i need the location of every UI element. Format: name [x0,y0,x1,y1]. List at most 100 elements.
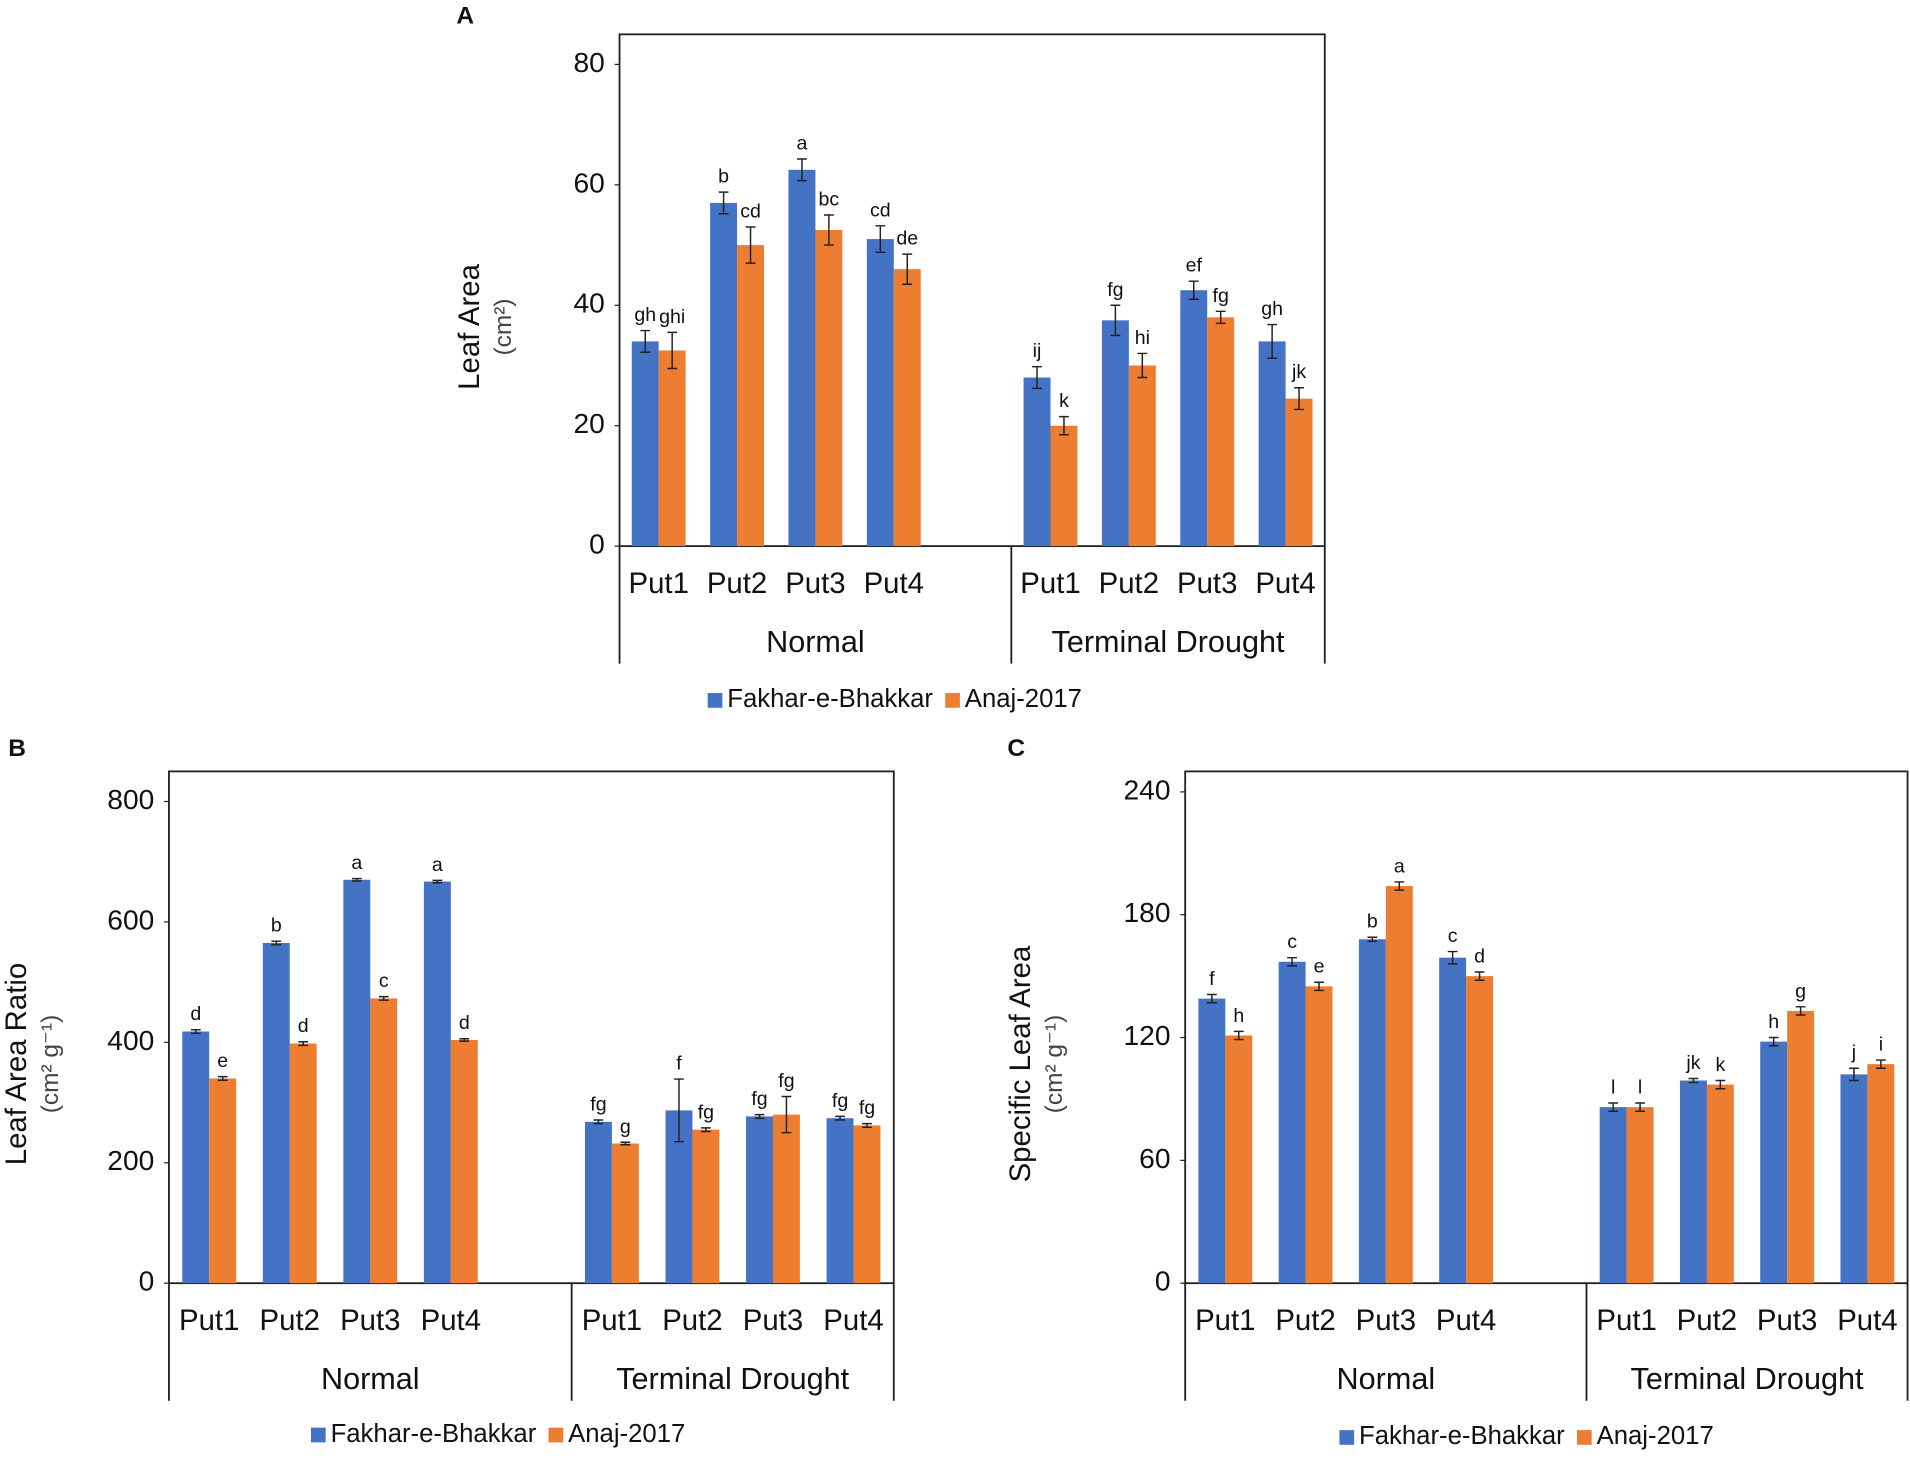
bar [658,350,686,547]
bar [1679,1080,1707,1284]
data-label: a [1394,855,1405,877]
data-label: e [217,1050,228,1072]
data-label: b [271,915,282,937]
data-label: fg [1107,279,1123,301]
x-tick-label: Put2 [1677,1304,1737,1337]
x-tick-label: Put1 [628,567,688,600]
error-bar [1795,1006,1806,1016]
data-label: cd [870,199,891,221]
error-bar [1215,310,1226,325]
group-label: Normal [766,625,865,659]
error-bar [1447,950,1458,965]
y-axis-label: Specific Leaf Area [1004,945,1037,1182]
error-bar [875,225,886,254]
legend-label: Anaj-2017 [568,1420,685,1448]
y-tick-label: 600 [107,904,154,935]
x-tick-label: Put3 [785,567,845,600]
y-tick-label: 180 [1124,897,1171,928]
error-bar [1635,1102,1645,1112]
data-label: h [1233,1005,1244,1027]
bar [1278,961,1306,1284]
data-label: g [1795,980,1806,1002]
legend-label: Fakhar-e-Bhakkar [1359,1422,1565,1450]
bar [1840,1074,1868,1284]
x-tick-label: Put1 [1020,567,1080,600]
plot-frame [1184,770,1909,1285]
data-label: gh [1261,298,1283,320]
y-tick-label: 0 [1155,1266,1171,1297]
bar [611,1143,639,1284]
data-label: fg [698,1101,714,1123]
error-bar [1314,981,1324,992]
group-label: Terminal Drought [1052,625,1285,659]
bar [772,1114,800,1284]
error-bar [1608,1102,1619,1112]
y-tick-label: 200 [107,1145,154,1176]
x-tick-label: Put3 [743,1304,803,1337]
error-bar [1032,365,1042,390]
error-bar [1137,352,1148,379]
bar [893,269,921,547]
data-label: d [298,1015,309,1037]
y-tick-label: 120 [1124,1020,1171,1051]
error-bar [1206,993,1217,1004]
bar [584,1121,612,1284]
x-tick-label: Put4 [1436,1304,1496,1337]
error-bar [1367,936,1378,943]
error-bar [1688,1077,1699,1084]
data-label: hi [1135,327,1150,349]
bar [866,239,894,547]
bar [423,881,451,1284]
y-tick-label: 40 [574,288,605,319]
data-label: h [1768,1011,1779,1033]
data-label: f [676,1053,682,1075]
bar [853,1125,881,1284]
data-label: l [1611,1077,1615,1099]
bar [710,202,738,547]
bar [1258,341,1286,547]
data-label: gh [634,304,656,326]
bar [631,341,659,547]
legend-swatch [945,693,960,708]
data-label: a [432,854,443,876]
error-bar [701,1127,711,1133]
error-bar [902,253,913,285]
error-bar [432,879,443,884]
error-bar [1110,304,1121,337]
plot-frame [168,770,895,1285]
bar [1225,1035,1253,1284]
y-tick-label: 80 [574,47,605,78]
data-label: fg [1213,285,1229,307]
x-tick-label: Put3 [1356,1304,1416,1337]
bar [1599,1107,1627,1284]
error-bar [718,191,729,215]
panel-label: B [8,735,26,762]
legend-swatch [1576,1430,1592,1445]
x-tick-label: Put2 [260,1304,320,1337]
data-label: ij [1033,340,1042,362]
data-label: e [1314,956,1325,978]
y-axis-unit: (cm² g⁻¹) [37,1015,64,1114]
error-bar [351,877,362,882]
error-bar [823,214,834,246]
x-tick-label: Put4 [823,1304,883,1337]
bar [815,230,843,547]
x-tick-label: Put4 [421,1304,481,1337]
y-axis-unit: (cm²) [490,298,517,355]
bar [1706,1084,1734,1284]
error-bar [378,995,389,1001]
bar [1180,290,1208,547]
bar [788,169,816,547]
bar [826,1118,854,1284]
bar [746,1116,773,1284]
x-tick-label: Put1 [179,1304,239,1337]
x-tick-label: Put3 [1757,1304,1817,1337]
error-bar [674,1078,684,1143]
data-label: j [1851,1042,1856,1064]
data-label: d [459,1012,470,1034]
bar [1358,939,1386,1284]
bar [1626,1107,1654,1284]
bar [1466,976,1494,1284]
data-label: fg [590,1093,606,1115]
legend-swatch [707,693,723,708]
